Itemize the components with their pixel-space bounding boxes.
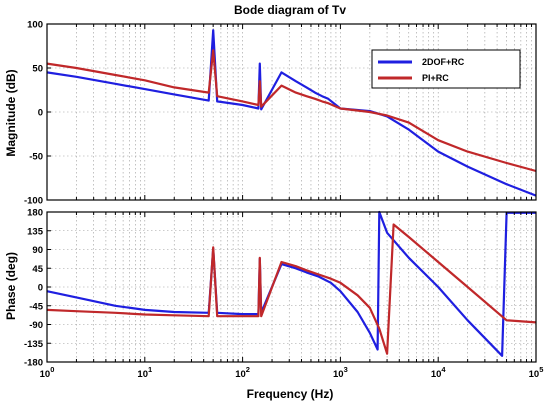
magnitude-y-tick-label: -50 (29, 152, 43, 163)
phase-y-tick-label: -135 (24, 339, 44, 350)
x-tick-label: 100 (40, 365, 55, 380)
phase-grid (47, 212, 536, 362)
magnitude-y-tick-label: -100 (24, 196, 43, 207)
legend-box (371, 49, 521, 89)
magnitude-axis-label: Magnitude (dB) (4, 69, 18, 156)
phase-y-tick-label: 90 (32, 245, 43, 256)
phase-y-tick-label: 45 (32, 264, 43, 275)
phase-y-tick-label: 0 (38, 283, 43, 294)
legend-label-2dof-rc: 2DOF+RC (422, 57, 465, 67)
phase-y-tick-label: 180 (27, 208, 43, 219)
x-tick-label: 102 (235, 365, 250, 380)
phase-axis-label: Phase (deg) (4, 252, 18, 320)
x-axis-label: Frequency (Hz) (247, 387, 334, 401)
phase-y-tick-label: -45 (29, 301, 43, 312)
legend-label-pi-rc: PI+RC (422, 73, 449, 83)
x-tick-label: 101 (137, 365, 152, 380)
magnitude-y-tick-label: 0 (38, 108, 43, 119)
tick-labels: 100500-50-10018013590450-45-90-135-18010… (24, 20, 543, 381)
chart-title: Bode diagram of Tv (234, 3, 346, 17)
magnitude-plot (46, 23, 537, 201)
magnitude-y-tick-label: 100 (27, 20, 43, 31)
magnitude-series-2dof-rc (46, 29, 537, 197)
phase-y-tick-label: 135 (27, 226, 44, 237)
phase-series-2dof-rc (46, 210, 536, 357)
magnitude-series-pi-rc (46, 49, 537, 173)
phase-plot (46, 210, 537, 363)
x-tick-label: 104 (431, 365, 447, 380)
x-tick-label: 103 (333, 365, 348, 380)
legend: 2DOF+RC PI+RC (371, 49, 521, 89)
phase-y-tick-label: -180 (24, 358, 43, 369)
magnitude-y-tick-label: 50 (32, 64, 43, 75)
phase-y-tick-label: -90 (29, 320, 43, 331)
phase-series-pi-rc (46, 223, 537, 355)
x-tick-label: 105 (529, 365, 544, 380)
